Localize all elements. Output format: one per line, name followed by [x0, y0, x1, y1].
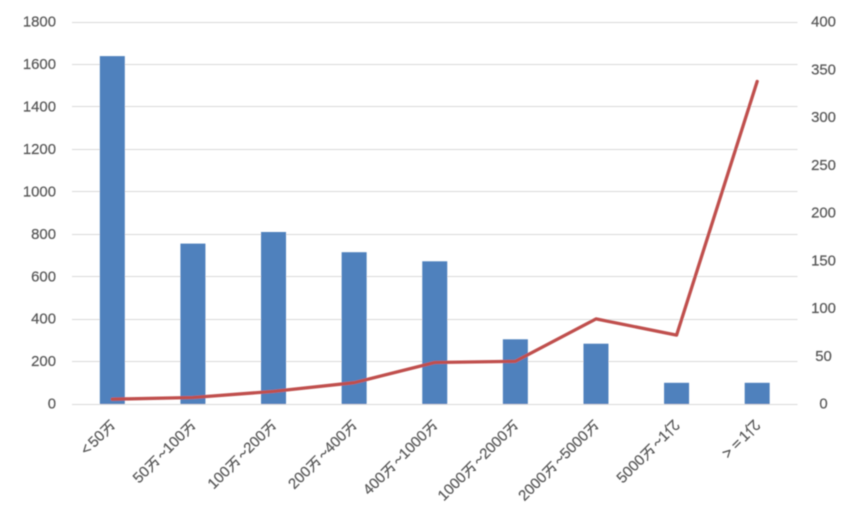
svg-text:1600: 1600 — [23, 57, 56, 73]
svg-text:300: 300 — [811, 110, 836, 126]
svg-text:800: 800 — [31, 227, 56, 243]
svg-text:0: 0 — [48, 397, 56, 413]
svg-text:400: 400 — [31, 312, 56, 328]
svg-text:250: 250 — [811, 158, 836, 174]
svg-text:400: 400 — [811, 15, 836, 31]
svg-text:200: 200 — [811, 206, 836, 222]
svg-text:1200: 1200 — [23, 142, 56, 158]
svg-text:150: 150 — [811, 253, 836, 269]
svg-text:100: 100 — [811, 301, 836, 317]
svg-text:0: 0 — [819, 397, 827, 413]
svg-text:1000: 1000 — [23, 184, 56, 200]
svg-text:350: 350 — [811, 62, 836, 78]
svg-text:1800: 1800 — [23, 15, 56, 31]
svg-text:50: 50 — [815, 349, 832, 365]
svg-text:1400: 1400 — [23, 99, 56, 115]
svg-text:600: 600 — [31, 269, 56, 285]
svg-text:200: 200 — [31, 354, 56, 370]
